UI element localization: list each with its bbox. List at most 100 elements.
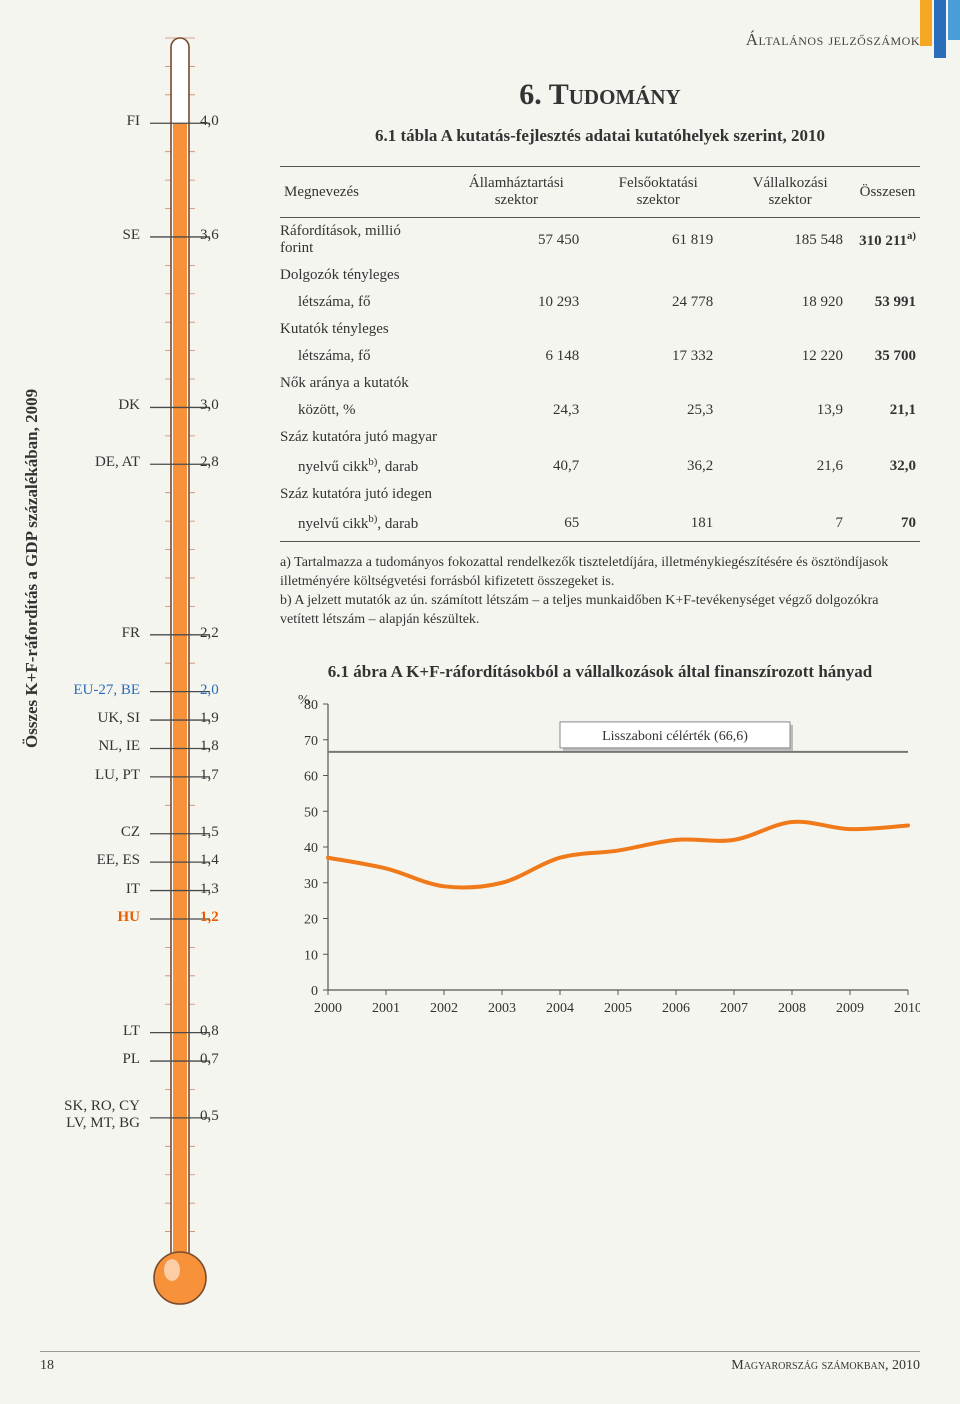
svg-text:0: 0: [311, 984, 318, 999]
thermo-value: 2,2: [200, 625, 219, 642]
footnotes: a) Tartalmazza a tudományos fokozattal r…: [280, 554, 920, 630]
table-header: Összesen: [855, 167, 920, 218]
thermo-country-label: FR: [40, 625, 140, 642]
table-total: 53 991: [855, 289, 920, 316]
thermo-country-label: HU: [40, 909, 140, 926]
table-row-sublabel: létszáma, fő: [280, 289, 442, 316]
table-cell: 181: [591, 508, 725, 542]
table-total: 21,1: [855, 397, 920, 424]
table-header: Államháztar­tási szektor: [442, 167, 592, 218]
data-table: MegnevezésÁllamháztar­tási szektorFelsőo…: [280, 166, 920, 542]
table-cell: 18 920: [725, 289, 855, 316]
svg-text:50: 50: [304, 805, 318, 820]
thermometer-axis-label: Összes K+F-ráfordítás a GDP százalékában…: [22, 389, 42, 748]
table-cell: 61 819: [591, 218, 725, 263]
svg-text:2007: 2007: [720, 1001, 748, 1016]
thermo-value: 1,3: [200, 881, 219, 898]
table-cell: 65: [442, 508, 592, 542]
table-cell: 6 148: [442, 343, 592, 370]
thermo-country-label: EU-27, BE: [40, 682, 140, 699]
thermo-country-label: PL: [40, 1051, 140, 1068]
thermo-value: 1,4: [200, 852, 219, 869]
table-row-sublabel: létszáma, fő: [280, 343, 442, 370]
thermo-country-label: SE: [40, 227, 140, 244]
thermo-value: 1,7: [200, 767, 219, 784]
page-number: 18: [40, 1358, 54, 1382]
thermo-value: 1,9: [200, 710, 219, 727]
thermo-value: 2,8: [200, 454, 219, 471]
svg-text:2001: 2001: [372, 1001, 400, 1016]
thermo-value: 3,0: [200, 397, 219, 414]
table-row-label: Száz kutatóra jutó idegen: [280, 481, 920, 508]
svg-text:20: 20: [304, 912, 318, 927]
thermo-country-label: CZ: [40, 824, 140, 841]
svg-text:2005: 2005: [604, 1001, 632, 1016]
thermo-country-label: DE, AT: [40, 454, 140, 471]
svg-text:2008: 2008: [778, 1001, 806, 1016]
thermo-value: 0,7: [200, 1051, 219, 1068]
svg-text:2010: 2010: [894, 1001, 920, 1016]
table-header: Megnevezés: [280, 167, 442, 218]
svg-text:70: 70: [304, 733, 318, 748]
table-row-sublabel: nyelvű cikkb), darab: [280, 451, 442, 481]
thermometer-chart: Összes K+F-ráfordítás a GDP százalékában…: [40, 28, 260, 1308]
line-chart: %010203040506070802000200120022003200420…: [280, 690, 920, 1020]
chapter-title: 6. Tudomány: [280, 78, 920, 112]
svg-text:2004: 2004: [546, 1001, 574, 1016]
thermo-value: 2,0: [200, 682, 219, 699]
table-total: 32,0: [855, 451, 920, 481]
page-footer: 18 Magyarország számokban, 2010: [40, 1351, 920, 1382]
thermo-value: 1,8: [200, 738, 219, 755]
chart-caption: 6.1 ábra A K+F-ráfordításokból a vállalk…: [280, 662, 920, 682]
table-cell: 13,9: [725, 397, 855, 424]
table-cell: 12 220: [725, 343, 855, 370]
thermo-country-label: IT: [40, 881, 140, 898]
table-header: Felsőoktatási szektor: [591, 167, 725, 218]
table-cell: 57 450: [442, 218, 592, 263]
table-total: 70: [855, 508, 920, 542]
thermo-value: 1,2: [200, 909, 219, 926]
thermo-value: 1,5: [200, 824, 219, 841]
thermo-country-label: EE, ES: [40, 852, 140, 869]
thermo-country-label: NL, IE: [40, 738, 140, 755]
table-cell: 36,2: [591, 451, 725, 481]
thermo-country-label: DK: [40, 397, 140, 414]
thermo-country-label: LU, PT: [40, 767, 140, 784]
table-caption: 6.1 tábla A kutatás-fejlesztés adatai ku…: [280, 126, 920, 146]
footnote-a: a) Tartalmazza a tudományos fokozattal r…: [280, 554, 920, 592]
table-row-label: Kutatók tényleges: [280, 316, 920, 343]
table-row-sublabel: nyelvű cikkb), darab: [280, 508, 442, 542]
table-cell: 25,3: [591, 397, 725, 424]
thermo-country-label: LT: [40, 1023, 140, 1040]
table-cell: 7: [725, 508, 855, 542]
thermo-country-label: UK, SI: [40, 710, 140, 727]
thermo-value: 0,8: [200, 1023, 219, 1040]
thermo-value: 0,5: [200, 1108, 219, 1125]
table-cell: 24 778: [591, 289, 725, 316]
svg-text:80: 80: [304, 698, 318, 713]
svg-text:60: 60: [304, 769, 318, 784]
table-row-label: Nők aránya a kutatók: [280, 370, 920, 397]
table-cell: 10 293: [442, 289, 592, 316]
table-header: Vállalkozási szektor: [725, 167, 855, 218]
thermo-value: 3,6: [200, 227, 219, 244]
table-total: 310 211a): [855, 218, 920, 263]
table-cell: 24,3: [442, 397, 592, 424]
table-row-sublabel: között, %: [280, 397, 442, 424]
footnote-b: b) A jelzett mutatók az ún. számított lé…: [280, 592, 920, 630]
table-row-label: Száz kutatóra jutó magyar: [280, 424, 920, 451]
table-cell: 17 332: [591, 343, 725, 370]
table-total: 35 700: [855, 343, 920, 370]
svg-text:30: 30: [304, 876, 318, 891]
svg-text:40: 40: [304, 841, 318, 856]
svg-text:2000: 2000: [314, 1001, 342, 1016]
svg-text:Lisszaboni célérték (66,6): Lisszaboni célérték (66,6): [602, 728, 748, 743]
svg-text:10: 10: [304, 948, 318, 963]
table-cell: 21,6: [725, 451, 855, 481]
thermo-value: 4,0: [200, 113, 219, 130]
source-line: Magyarország számokban, 2010: [731, 1358, 920, 1382]
section-label: Általános jelzőszámok: [746, 30, 920, 49]
svg-text:2006: 2006: [662, 1001, 690, 1016]
thermo-country-label: SK, RO, CYLV, MT, BG: [40, 1098, 140, 1132]
table-cell: 185 548: [725, 218, 855, 263]
